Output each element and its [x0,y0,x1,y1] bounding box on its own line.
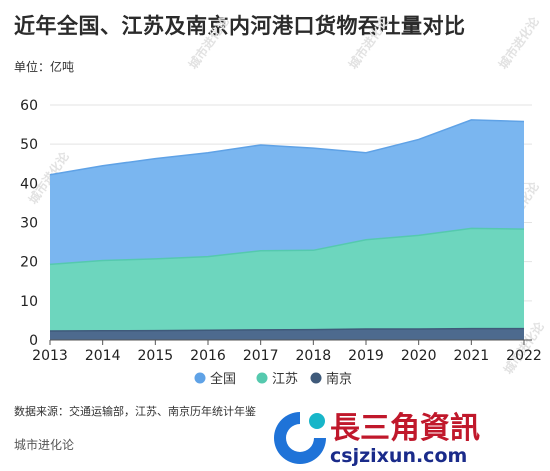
y-tick-label: 20 [20,255,38,271]
legend-label-1: 江苏 [272,371,298,387]
x-tick-label: 2018 [296,348,332,364]
logo-icon [274,412,326,464]
y-tick-label: 60 [20,98,38,114]
legend-marker-2 [310,372,322,384]
series-line-2 [49,327,524,332]
x-tick-label: 2020 [401,348,437,364]
legend-marker-0 [194,372,206,384]
watermark-stamp: 城市进化论 [185,13,232,72]
y-tick-label: 10 [20,294,38,310]
y-tick-label: 0 [29,333,38,349]
series-line-0 [49,119,525,176]
watermark-stamp: 城市进化论 [495,13,542,72]
x-tick-label: 2017 [243,348,279,364]
watermark-logo: 長三角資訊 csjzixun.com [258,402,550,467]
y-tick-label: 40 [20,176,38,192]
x-tick-label: 2022 [506,348,542,364]
unit-label: 单位：亿吨 [14,60,75,74]
y-tick-label: 50 [20,137,38,153]
area-1 [50,228,524,340]
watermark-stamp: 城市进化论 [345,13,392,72]
logo-wordmark: 長三角資訊 [330,411,480,446]
x-tick-label: 2015 [138,348,174,364]
brand-name: 城市进化论 [14,438,75,452]
y-tick-label: 30 [20,216,38,232]
source-note: 数据来源：交通运输部，江苏、南京历年统计年鉴 [14,405,256,418]
x-tick-label: 2013 [32,348,68,364]
logo-url: csjzixun.com [330,445,467,467]
x-tick-label: 2021 [454,348,490,364]
legend-label-2: 南京 [326,371,352,387]
x-tick-label: 2014 [85,348,121,364]
area-2 [50,328,524,340]
chart-title: 近年全国、江苏及南京内河港口货物吞吐量对比 [14,14,466,38]
x-tick-label: 2016 [190,348,226,364]
series-line-1 [49,227,525,266]
legend-label-0: 全国 [210,371,236,387]
legend-marker-1 [256,372,268,384]
x-tick-label: 2019 [348,348,384,364]
